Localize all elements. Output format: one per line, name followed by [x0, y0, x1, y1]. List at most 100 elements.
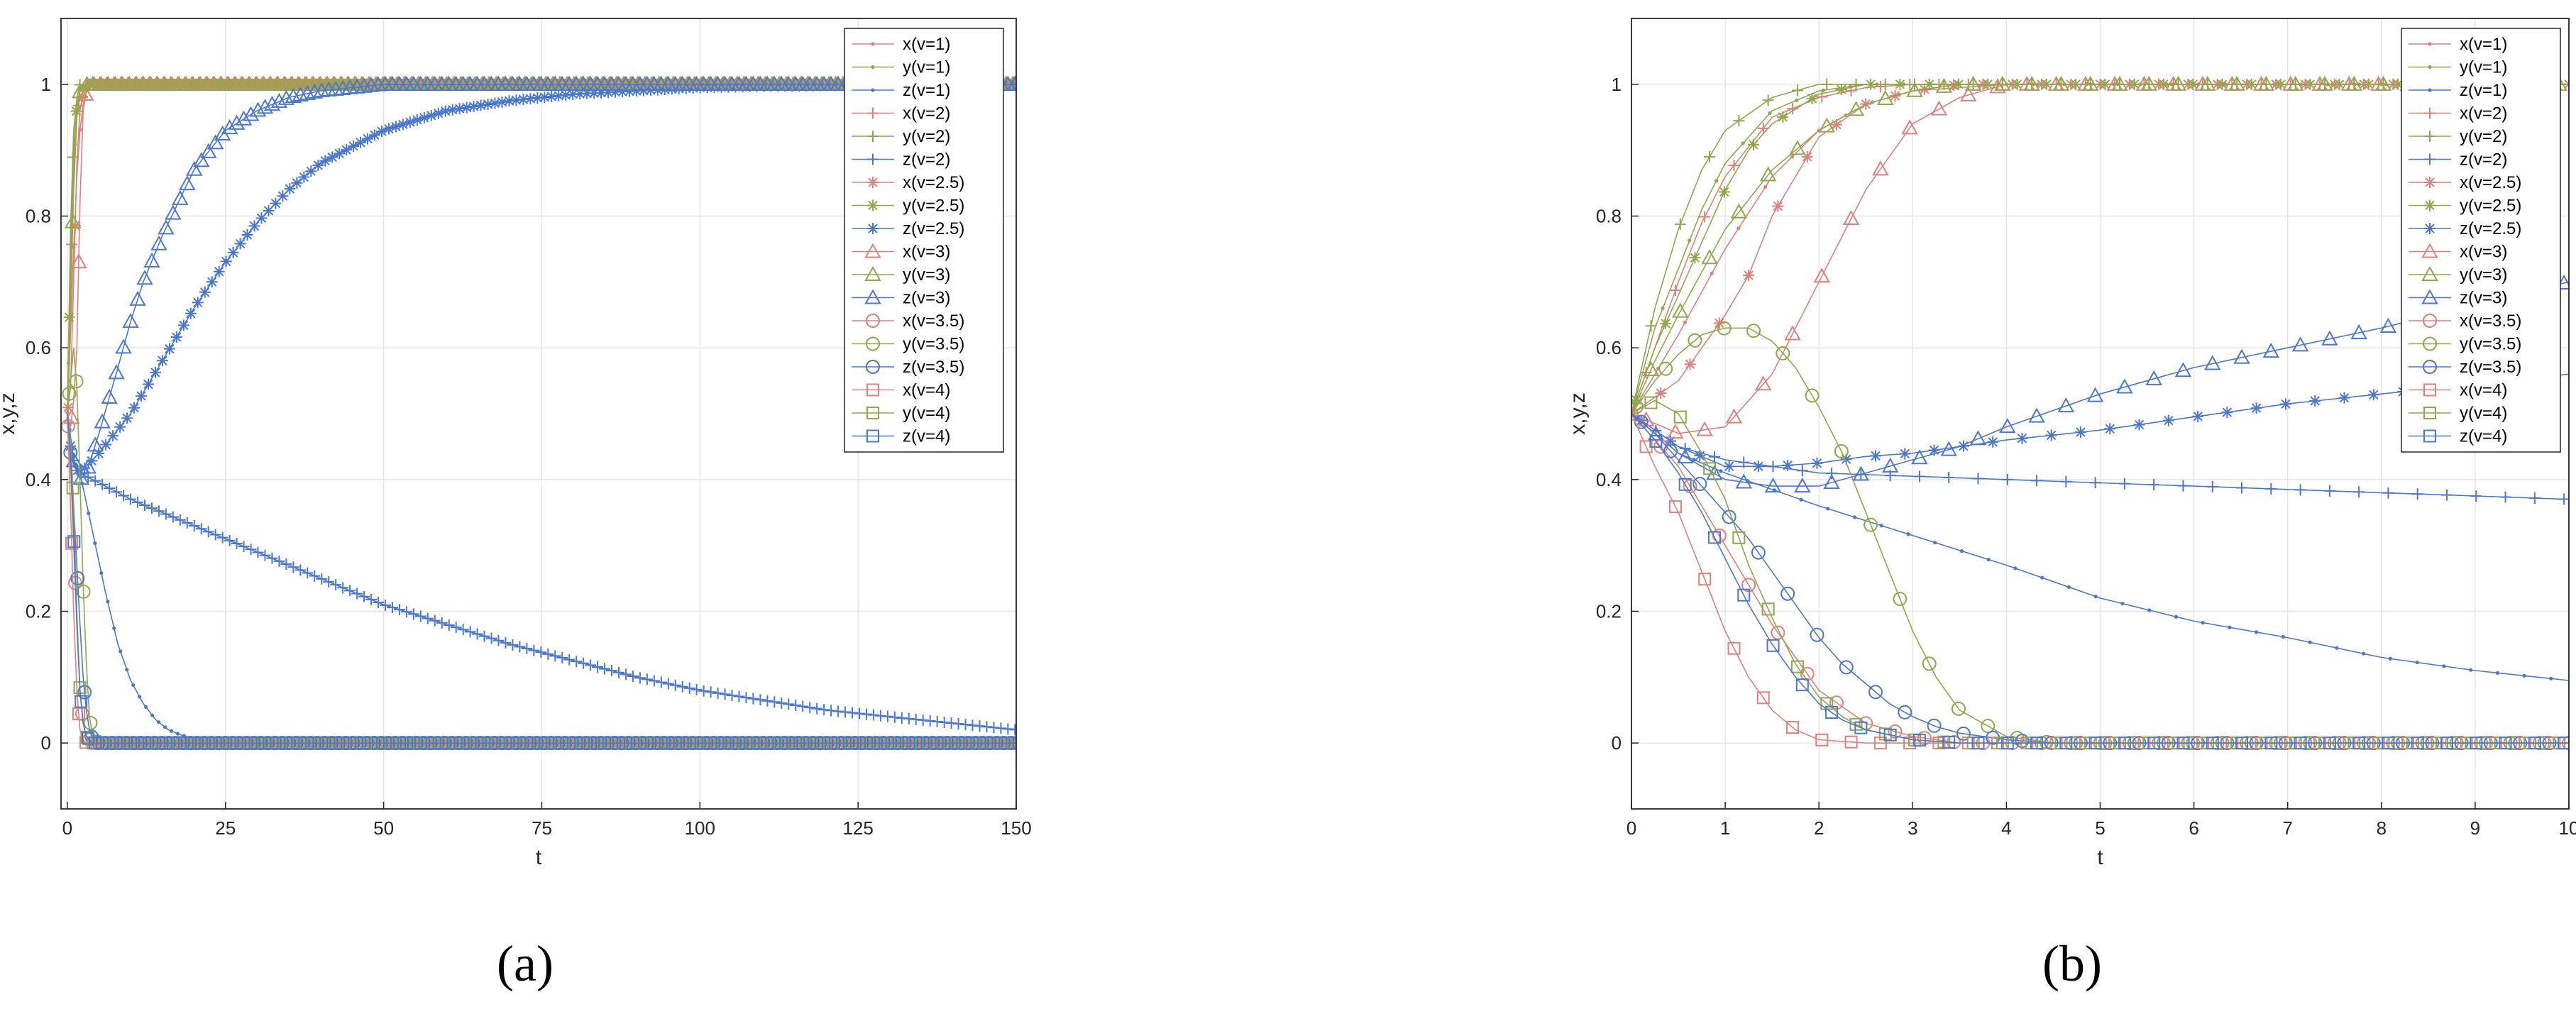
data-point [1704, 150, 1716, 162]
x-tick-label: 25 [215, 817, 236, 839]
data-point [482, 98, 494, 110]
data-point [2558, 493, 2569, 505]
data-point [1780, 586, 1795, 601]
data-point [2088, 737, 2102, 750]
data-point [1791, 84, 1803, 97]
data-point [195, 523, 207, 535]
data-point [100, 439, 112, 451]
data-point [1878, 727, 1892, 741]
data-point [475, 99, 487, 111]
data-point [581, 87, 593, 99]
data-point [305, 165, 317, 177]
data-point [1710, 271, 1714, 275]
data-point [1642, 361, 1660, 377]
data-point [87, 511, 91, 516]
data-point [1678, 478, 1692, 491]
data-point [432, 107, 444, 119]
legend-entry: z(v=3.5) [852, 358, 964, 377]
data-point [202, 526, 214, 538]
data-point [910, 713, 922, 725]
data-point [2522, 673, 2526, 678]
data-point [235, 110, 253, 126]
legend-entry: z(v=1) [2409, 81, 2507, 100]
data-point [782, 737, 796, 750]
data-point [1922, 656, 1937, 671]
data-point [2001, 473, 2013, 485]
data-point [358, 737, 371, 750]
data-point [2116, 378, 2133, 394]
legend-label: y(v=1) [903, 58, 950, 77]
data-point [1951, 701, 1966, 716]
data-point [153, 505, 165, 517]
data-point [244, 737, 258, 750]
data-point [1865, 78, 1877, 90]
data-point [1930, 100, 1948, 116]
data-point [527, 737, 541, 750]
data-point [542, 648, 554, 660]
data-point [93, 448, 105, 460]
legend-entry: z(v=4) [852, 427, 950, 446]
data-point [142, 378, 154, 390]
data-point [390, 121, 402, 133]
data-point [1888, 724, 1903, 739]
data-point [2145, 370, 2162, 385]
y-tick-label: 1 [1612, 74, 1622, 95]
data-point [336, 737, 350, 750]
data-point [648, 675, 660, 687]
legend-label: z(v=3) [903, 289, 950, 308]
data-point [2294, 737, 2307, 750]
series-group [61, 75, 1016, 751]
data-point [528, 644, 540, 656]
data-point [2308, 640, 2312, 644]
data-point [1935, 77, 1953, 93]
data-point [263, 96, 281, 111]
data-point [158, 219, 175, 235]
data-point [1727, 641, 1741, 655]
data-point [510, 94, 522, 106]
legend-label: y(v=2.5) [903, 197, 964, 216]
data-point [1713, 317, 1725, 329]
data-point [690, 737, 703, 750]
data-point [150, 235, 167, 250]
data-point [524, 93, 536, 105]
data-point [2086, 387, 2104, 402]
data-point [1818, 117, 1835, 133]
data-point [683, 737, 696, 750]
data-point [847, 707, 859, 719]
data-point [453, 103, 466, 115]
data-point [1810, 627, 1824, 642]
data-point [1660, 318, 1672, 330]
data-point [739, 737, 753, 750]
legend-marker [2424, 177, 2435, 188]
data-point [224, 534, 236, 546]
data-point [355, 136, 367, 148]
data-point [860, 708, 872, 720]
data-point [2499, 737, 2512, 750]
data-point [2052, 75, 2070, 91]
data-point [463, 737, 477, 750]
data-point [404, 116, 416, 128]
data-point [165, 204, 182, 220]
data-point [620, 668, 632, 680]
legend-entry: y(v=2) [2409, 127, 2507, 146]
data-point [119, 649, 123, 654]
data-point [436, 617, 448, 629]
data-point [121, 412, 133, 424]
data-point [1661, 306, 1665, 311]
y-tick-label: 0.2 [26, 601, 51, 622]
legend-marker [864, 289, 881, 304]
legend-entry: z(v=3.5) [2409, 358, 2521, 377]
data-point [1821, 78, 1833, 90]
data-point [2257, 75, 2275, 91]
data-point [309, 570, 321, 582]
data-point [1663, 443, 1678, 458]
data-point [499, 737, 512, 750]
legend-label: z(v=2) [903, 150, 950, 170]
data-point [839, 737, 852, 750]
y-axis-label: x,y,z [1566, 392, 1590, 434]
data-point [172, 189, 189, 205]
data-point [503, 95, 515, 107]
data-point [99, 570, 104, 575]
data-point [2236, 482, 2248, 494]
data-point [400, 606, 412, 618]
